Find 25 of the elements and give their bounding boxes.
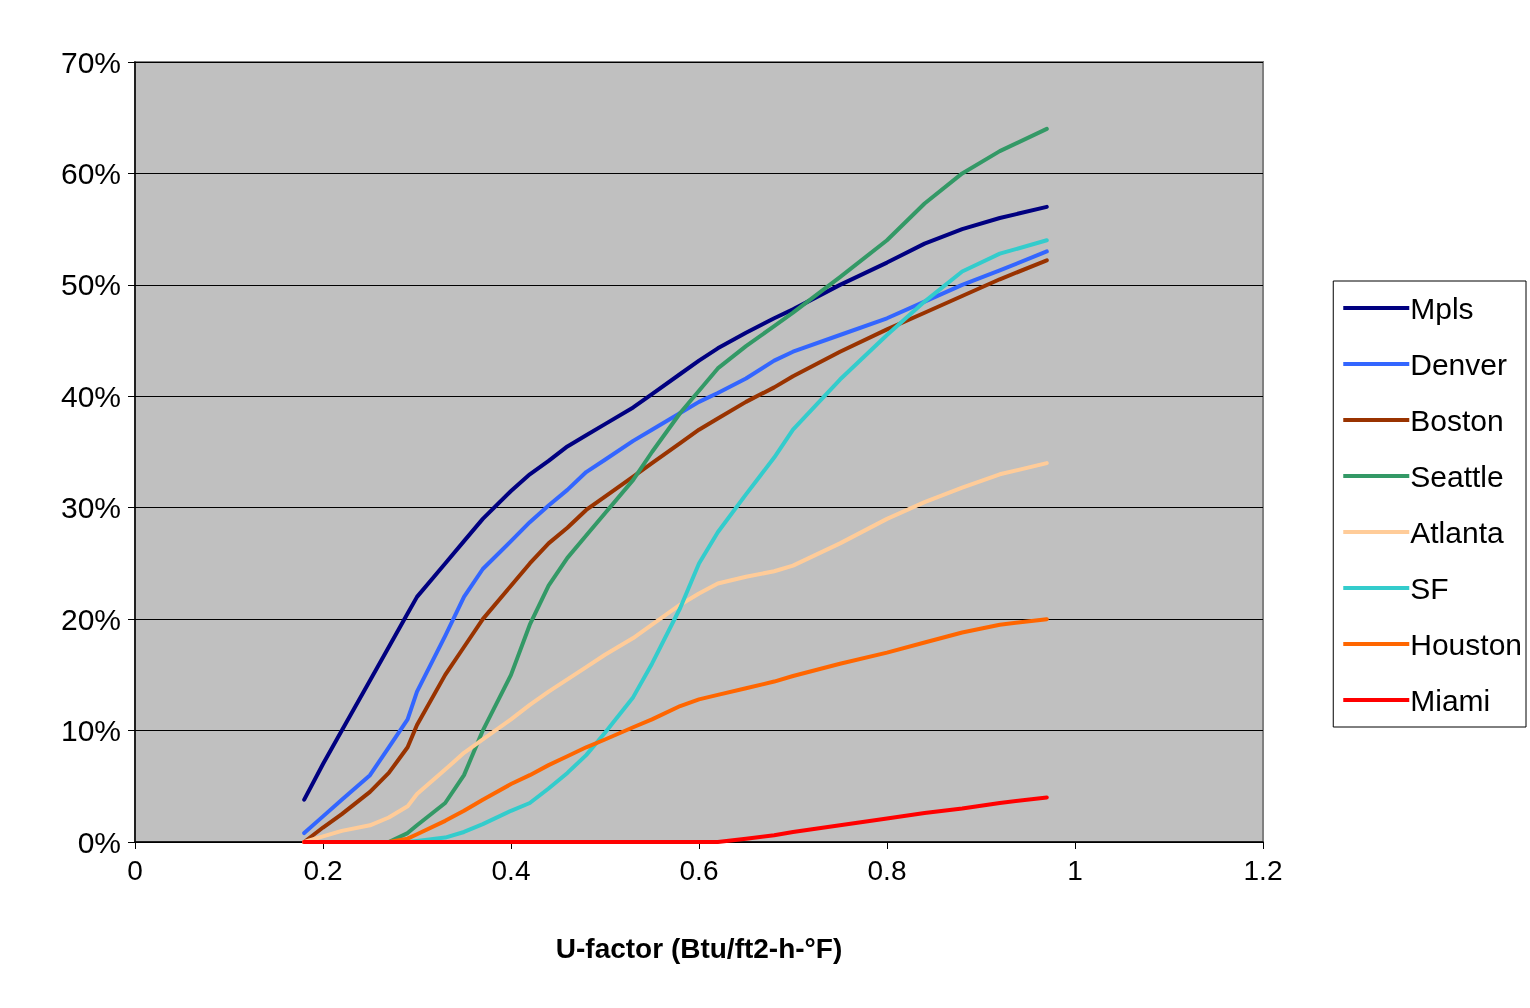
x-tick-label: 0.6 — [679, 854, 719, 886]
y-tick-label: 20% — [60, 602, 121, 636]
x-tick-label: 1.2 — [1243, 854, 1283, 886]
y-tick-label: 10% — [60, 714, 121, 748]
legend-label: Mpls — [1410, 291, 1474, 325]
y-tick-label: 0% — [77, 825, 121, 859]
legend-label: Boston — [1410, 403, 1504, 437]
legend-label: Miami — [1410, 683, 1491, 717]
x-tick-label: 0.4 — [491, 854, 531, 886]
x-tick-label: 1 — [1067, 854, 1083, 886]
legend-label: Houston — [1410, 627, 1523, 661]
x-tick-label: 0 — [127, 854, 143, 886]
x-tick-label: 0.2 — [303, 854, 343, 886]
x-axis-title: U-factor (Btu/ft2-h-°F) — [555, 932, 843, 964]
y-tick-label: 60% — [60, 156, 121, 190]
y-tick-label: 50% — [60, 268, 121, 302]
line-series — [302, 795, 1049, 844]
x-tick-label: 0.8 — [867, 854, 907, 886]
legend-label: Atlanta — [1410, 515, 1504, 549]
legend-label: Denver — [1410, 347, 1507, 381]
y-tick-label: 30% — [60, 491, 121, 525]
legend-label: Seattle — [1410, 459, 1504, 493]
y-tick-label: 40% — [60, 379, 121, 413]
legend-label: SF — [1410, 571, 1449, 605]
y-tick-label: 70% — [60, 45, 121, 79]
